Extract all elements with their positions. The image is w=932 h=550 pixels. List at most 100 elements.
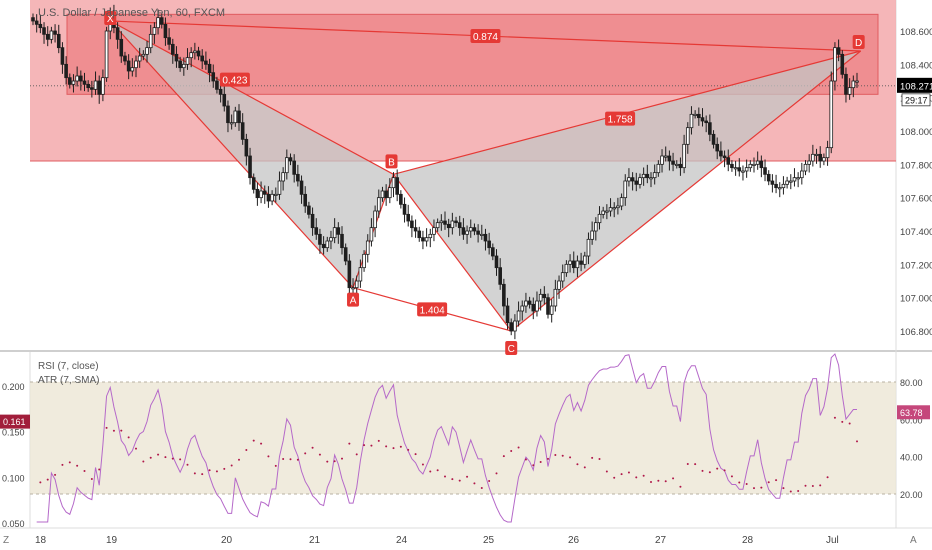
bcd-triangle[interactable]	[393, 51, 861, 331]
candle-body	[101, 77, 105, 95]
atr-dot	[179, 458, 182, 461]
candle-body	[461, 227, 466, 235]
rsi-line	[30, 353, 896, 523]
atr-dot	[804, 484, 807, 487]
atr-dot	[605, 470, 608, 473]
leg-xa[interactable]	[109, 20, 354, 289]
price-tick: 107.400	[900, 227, 932, 238]
candle-body	[652, 172, 657, 179]
point-d-label-text[interactable]: D	[855, 38, 862, 49]
atr-dot	[583, 466, 586, 469]
point-b-label-bg[interactable]	[385, 154, 398, 169]
atr-dot	[318, 453, 321, 456]
candlestick-series	[31, 4, 859, 340]
atr-dot	[598, 458, 601, 461]
atr-dot	[120, 429, 123, 432]
candle-body	[248, 155, 252, 179]
leg-bc[interactable]	[393, 173, 512, 332]
point-x-label-text[interactable]: X	[107, 14, 114, 25]
leg-xb[interactable]	[109, 20, 394, 175]
ratio-xad-label-text[interactable]: 0.874	[473, 32, 498, 43]
rsi-value-tag	[897, 405, 930, 420]
countdown-value: 29:17	[905, 95, 928, 105]
candle-body	[71, 80, 76, 85]
candle-body	[388, 187, 392, 199]
price-tick: 108.600	[900, 27, 932, 38]
point-d-label[interactable]: D	[852, 35, 865, 49]
candle-body	[468, 227, 473, 232]
candle-body	[262, 190, 267, 195]
candle-body	[844, 73, 848, 95]
candle-body	[674, 163, 679, 166]
ratio-xab-label[interactable]: 0.423	[219, 72, 250, 87]
atr-dot	[282, 457, 285, 460]
candle-body	[325, 240, 330, 249]
point-c-label[interactable]: C	[505, 341, 518, 355]
current-price-tag	[897, 77, 932, 93]
candle-body	[259, 190, 263, 199]
ratio-abc-label-bg[interactable]	[417, 302, 448, 317]
candle-body	[60, 47, 65, 65]
candle-body	[126, 60, 131, 72]
rsi-axis-tick: 60.00	[900, 415, 923, 425]
price-axis[interactable]: 108.600108.400108.200108.000107.800107.6…	[897, 27, 932, 338]
candle-body	[800, 170, 804, 179]
timezone-icon[interactable]: Z	[3, 535, 9, 546]
point-c-label-text[interactable]: C	[508, 344, 515, 355]
candle-body	[564, 263, 569, 274]
point-a-label-bg[interactable]	[347, 292, 360, 307]
candle-body	[822, 157, 826, 162]
ratio-bcd-label[interactable]: 1.758	[605, 111, 636, 126]
candle-body	[384, 190, 388, 199]
candle-body	[811, 153, 815, 162]
candle-body	[777, 187, 782, 190]
auto-scale-icon[interactable]: A	[910, 535, 917, 546]
ratio-abc-label-text[interactable]: 1.404	[420, 305, 445, 316]
candle-body	[487, 240, 491, 249]
ratio-xad-label-bg[interactable]	[470, 29, 501, 43]
leg-cd[interactable]	[510, 50, 862, 332]
candle-body	[719, 150, 723, 157]
point-b-label-text[interactable]: B	[388, 157, 395, 168]
point-x-label-bg[interactable]	[104, 11, 117, 25]
candle-body	[204, 60, 208, 65]
atr-dots	[39, 416, 858, 493]
atr-dot	[833, 416, 836, 419]
candle-body	[689, 113, 694, 129]
point-c-label-bg[interactable]	[505, 341, 518, 355]
point-a-label[interactable]: A	[347, 292, 360, 307]
atr-legend[interactable]: ATR (7, SMA)	[38, 375, 99, 386]
pattern-labels[interactable]: X A B C D 0.423 1.404 1.758 0.874	[104, 11, 865, 355]
candle-body	[178, 60, 182, 69]
candle-body	[332, 227, 337, 239]
time-axis[interactable]: 18 19 20 21 24 25 26 27 28 Jul	[35, 535, 839, 546]
point-b-label[interactable]: B	[385, 154, 398, 169]
atr-dot	[348, 442, 351, 445]
point-x-label[interactable]: X	[104, 11, 117, 25]
ratio-bcd-label-text[interactable]: 1.758	[608, 115, 633, 126]
candle-body	[104, 30, 109, 79]
ratio-bcd-label-bg[interactable]	[605, 111, 636, 126]
candle-body	[531, 303, 536, 312]
candle-body	[454, 220, 458, 224]
atr-dot	[142, 460, 145, 463]
point-d-label-bg[interactable]	[852, 35, 865, 49]
rsi-legend[interactable]: RSI (7, close)	[38, 361, 99, 372]
candle-body	[498, 267, 502, 285]
ratio-abc-label[interactable]: 1.404	[417, 302, 448, 317]
ratio-xab-label-text[interactable]: 0.423	[222, 76, 247, 87]
candle-body	[270, 193, 274, 202]
atr-dot	[355, 453, 358, 456]
indicator-axes[interactable]: 0.200 0.150 0.100 0.050 80.00 60.00 40.00 20.00…	[0, 378, 930, 529]
candle-body	[582, 255, 587, 265]
candle-body	[428, 233, 433, 239]
ratio-xab-label-bg[interactable]	[219, 72, 250, 87]
point-a-label-text[interactable]: A	[350, 296, 357, 307]
xab-triangle[interactable]	[110, 21, 394, 288]
candle-body	[678, 163, 683, 169]
candle-body	[115, 27, 120, 40]
candle-body	[373, 210, 377, 229]
atr-dot	[495, 472, 498, 475]
ratio-xad-label[interactable]: 0.874	[470, 29, 501, 43]
